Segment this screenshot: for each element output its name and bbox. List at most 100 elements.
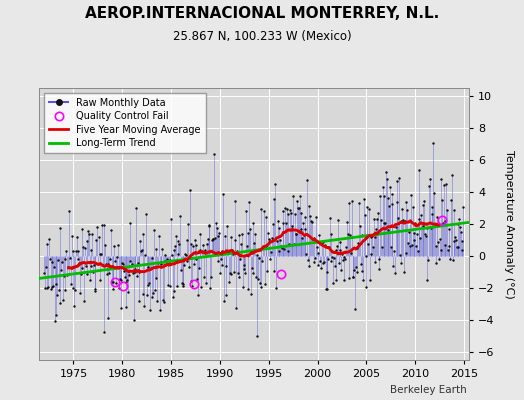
Point xyxy=(91,288,100,295)
Point xyxy=(197,284,205,290)
Point xyxy=(376,193,385,199)
Point xyxy=(166,282,174,289)
Point xyxy=(128,261,136,268)
Text: Berkeley Earth: Berkeley Earth xyxy=(390,385,466,395)
Point xyxy=(199,242,207,248)
Point xyxy=(378,244,386,250)
Point xyxy=(175,240,183,247)
Point xyxy=(280,246,288,252)
Point xyxy=(374,210,382,216)
Point xyxy=(107,278,116,285)
Point xyxy=(54,257,62,263)
Point xyxy=(103,261,112,268)
Point xyxy=(300,226,309,232)
Point xyxy=(118,260,126,266)
Point xyxy=(209,236,217,243)
Point xyxy=(60,256,69,262)
Point xyxy=(325,214,334,221)
Point xyxy=(165,257,173,263)
Point xyxy=(40,270,48,276)
Point xyxy=(72,234,81,240)
Point xyxy=(220,298,228,304)
Point xyxy=(151,286,159,293)
Point xyxy=(350,267,358,274)
Point xyxy=(200,274,208,280)
Point xyxy=(159,297,167,304)
Point xyxy=(232,304,241,311)
Point xyxy=(276,236,285,243)
Point xyxy=(85,231,93,237)
Point xyxy=(62,248,70,254)
Point xyxy=(335,259,343,266)
Point xyxy=(89,269,97,275)
Point xyxy=(84,228,92,234)
Point xyxy=(278,208,287,214)
Point xyxy=(451,234,460,241)
Point xyxy=(191,242,200,249)
Point xyxy=(428,204,436,210)
Point xyxy=(345,274,354,281)
Point xyxy=(381,220,389,227)
Point xyxy=(289,192,298,199)
Point xyxy=(304,257,312,263)
Point xyxy=(130,268,139,275)
Point xyxy=(125,258,134,264)
Point xyxy=(61,287,70,294)
Point xyxy=(47,259,56,266)
Point xyxy=(394,215,402,221)
Point xyxy=(243,243,251,249)
Point xyxy=(41,285,49,292)
Point xyxy=(170,288,179,294)
Point xyxy=(363,204,372,210)
Point xyxy=(144,264,152,271)
Point xyxy=(150,227,158,233)
Point xyxy=(134,260,142,266)
Point xyxy=(167,216,176,222)
Point xyxy=(445,243,454,250)
Point xyxy=(196,247,205,253)
Point xyxy=(50,264,58,270)
Point xyxy=(266,256,274,262)
Point xyxy=(429,140,438,146)
Point xyxy=(361,211,369,218)
Point xyxy=(272,284,280,291)
Point xyxy=(54,287,63,294)
Point xyxy=(106,255,114,262)
Point xyxy=(440,182,448,188)
Point xyxy=(135,297,144,304)
Point xyxy=(353,269,361,276)
Point xyxy=(129,317,138,323)
Point xyxy=(455,216,463,222)
Point xyxy=(341,256,350,262)
Point xyxy=(154,260,162,267)
Point xyxy=(438,197,446,203)
Point xyxy=(318,239,326,246)
Point xyxy=(214,258,223,264)
Point xyxy=(212,220,220,227)
Point xyxy=(366,251,375,257)
Point xyxy=(434,238,442,245)
Point xyxy=(435,236,444,242)
Point xyxy=(238,284,247,290)
Point xyxy=(132,204,140,211)
Point xyxy=(425,176,434,182)
Y-axis label: Temperature Anomaly (°C): Temperature Anomaly (°C) xyxy=(504,150,514,298)
Point xyxy=(161,258,170,264)
Point xyxy=(225,270,234,276)
Point xyxy=(112,280,120,286)
Point xyxy=(185,264,193,270)
Point xyxy=(310,235,319,242)
Point xyxy=(218,248,226,254)
Point xyxy=(238,231,246,238)
Point xyxy=(367,234,376,241)
Point xyxy=(131,266,139,272)
Point xyxy=(287,210,295,216)
Point xyxy=(209,236,217,242)
Point xyxy=(71,287,79,293)
Point xyxy=(450,238,458,245)
Point xyxy=(453,221,462,228)
Point xyxy=(205,223,214,229)
Point xyxy=(215,230,223,236)
Point xyxy=(208,236,216,243)
Point xyxy=(157,259,166,266)
